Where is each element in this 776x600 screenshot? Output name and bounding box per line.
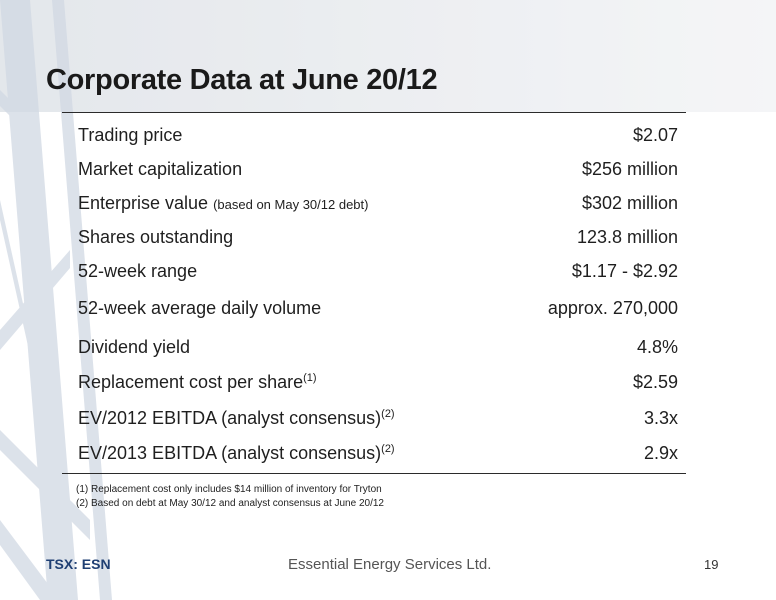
row-label: Dividend yield [78, 337, 191, 357]
table-row: Shares outstanding 123.8 million [78, 223, 678, 251]
table-top-rule [62, 112, 686, 113]
table-row: 52-week average daily volume approx. 270… [78, 294, 678, 322]
row-label: Enterprise value (based on May 30/12 deb… [78, 193, 369, 213]
table-row: Enterprise value (based on May 30/12 deb… [78, 189, 678, 217]
table-row: Market capitalization $256 million [78, 155, 678, 183]
row-value: 3.3x [643, 408, 678, 428]
row-label: Market capitalization [78, 159, 243, 179]
row-value: 123.8 million [576, 227, 678, 247]
page-number: 19 [704, 557, 719, 572]
tower-lattice-graphic [0, 0, 112, 600]
row-value: $1.17 - $2.92 [571, 261, 678, 281]
row-label: Shares outstanding [78, 227, 234, 247]
row-value: $2.59 [632, 372, 678, 392]
page-title: Corporate Data at June 20/12 [46, 64, 438, 96]
footnote-1: (1) Replacement cost only includes $14 m… [76, 484, 382, 495]
footnote-marker: (1) [303, 372, 317, 384]
table-row: 52-week range $1.17 - $2.92 [78, 257, 678, 285]
table-row: Trading price $2.07 [78, 121, 678, 149]
row-note: (based on May 30/12 debt) [213, 197, 369, 212]
row-value: $256 million [581, 159, 678, 179]
table-row: Dividend yield 4.8% [78, 333, 678, 361]
footnote-2: (2) Based on debt at May 30/12 and analy… [76, 498, 384, 509]
row-label: Replacement cost per share(1) [78, 372, 317, 392]
row-value: approx. 270,000 [547, 298, 678, 318]
row-value: 4.8% [636, 337, 678, 357]
row-value: $2.07 [632, 125, 678, 145]
row-label: 52-week range [78, 261, 198, 281]
table-row: Replacement cost per share(1) $2.59 [78, 368, 678, 396]
footnote-marker: (2) [381, 408, 395, 420]
row-label: EV/2012 EBITDA (analyst consensus)(2) [78, 408, 395, 428]
table-row: EV/2012 EBITDA (analyst consensus)(2) 3.… [78, 404, 678, 432]
row-value: $302 million [581, 193, 678, 213]
ticker-symbol: TSX: ESN [46, 556, 111, 572]
table-bottom-rule [62, 473, 686, 474]
table-row: EV/2013 EBITDA (analyst consensus)(2) 2.… [78, 439, 678, 467]
row-value: 2.9x [643, 443, 678, 463]
company-name: Essential Energy Services Ltd. [288, 556, 492, 573]
row-label: EV/2013 EBITDA (analyst consensus)(2) [78, 443, 395, 463]
header-band [0, 0, 776, 112]
footnote-marker: (2) [381, 443, 395, 455]
row-label: 52-week average daily volume [78, 298, 322, 318]
row-label: Trading price [78, 125, 183, 145]
